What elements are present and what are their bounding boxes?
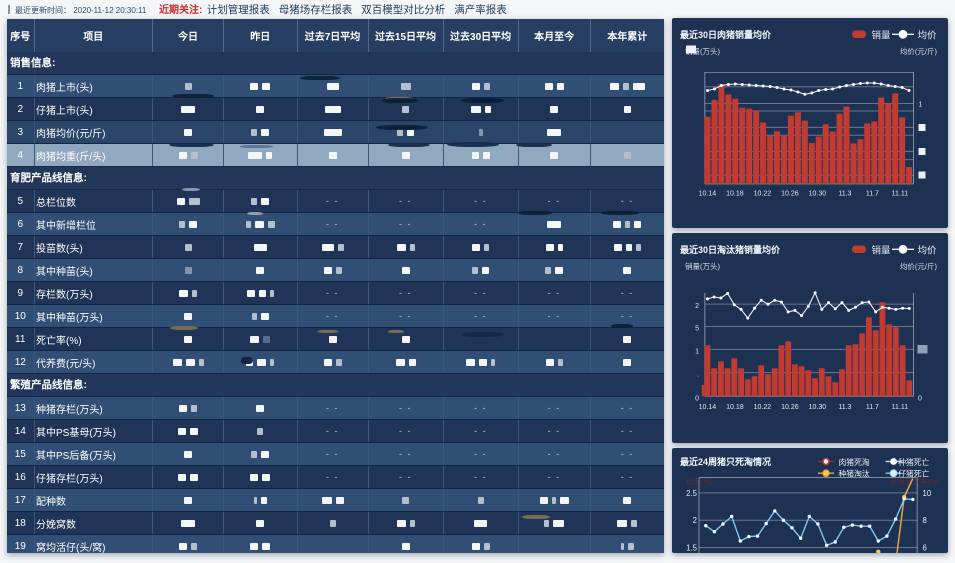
svg-text:均价: 均价 [917,244,937,256]
svg-text:10.18: 10.18 [726,190,744,197]
svg-text:0: 0 [695,395,699,402]
svg-text:2: 2 [695,302,699,309]
svg-text:最近30日肉猪销量均价: 最近30日肉猪销量均价 [680,29,772,40]
svg-text:.: . [697,371,699,378]
svg-text:1: 1 [695,348,699,355]
svg-text:10.14: 10.14 [698,404,716,411]
svg-text:均价: 均价 [917,29,937,41]
svg-text:10.30: 10.30 [808,190,826,197]
svg-text:11.11: 11.11 [891,190,908,197]
svg-text:肉猪死淘: 肉猪死淘 [838,456,869,466]
svg-text:10.22: 10.22 [753,190,771,197]
svg-text:均价(元/斤): 均价(元/斤) [900,261,938,271]
svg-text:11.3: 11.3 [838,190,851,197]
svg-text:销量(万头): 销量(万头) [685,261,720,271]
svg-text:11.11: 11.11 [891,404,908,411]
svg-text:仔猪死亡率(%): 仔猪死亡率(%) [889,476,939,486]
svg-text:10: 10 [922,488,931,497]
svg-text:销量: 销量 [871,29,891,41]
svg-text:仔猪死亡: 仔猪死亡 [898,468,929,478]
svg-text:销量(万头): 销量(万头) [685,46,720,56]
svg-text:均价(元/斤): 均价(元/斤) [900,46,938,56]
svg-text:1.5: 1.5 [686,543,698,552]
svg-text:10.26: 10.26 [781,404,799,411]
svg-text:种猪淘汰: 种猪淘汰 [838,468,869,478]
svg-text:11.7: 11.7 [865,404,878,411]
svg-text:6: 6 [922,543,926,552]
svg-text:0: 0 [918,395,922,402]
svg-text:2.5: 2.5 [686,488,698,497]
svg-text:10.18: 10.18 [726,404,744,411]
svg-text:10.26: 10.26 [781,190,799,197]
svg-text:5: 5 [695,325,699,332]
svg-text:10.22: 10.22 [753,404,771,411]
svg-text:最近24周猪只死淘情况: 最近24周猪只死淘情况 [680,456,771,467]
svg-text:种猪死亡: 种猪死亡 [898,456,929,466]
svg-text:2: 2 [692,516,696,525]
svg-text:最近30日淘汰猪销量均价: 最近30日淘汰猪销量均价 [680,244,781,255]
svg-text:10.30: 10.30 [808,404,826,411]
svg-text:1: 1 [918,101,922,108]
svg-text:11.3: 11.3 [838,404,851,411]
svg-text:销量: 销量 [871,244,891,256]
svg-text:比例(%): 比例(%) [686,476,713,486]
svg-text:10.14: 10.14 [698,190,716,197]
svg-text:8: 8 [922,516,926,525]
svg-text:11.7: 11.7 [865,190,878,197]
